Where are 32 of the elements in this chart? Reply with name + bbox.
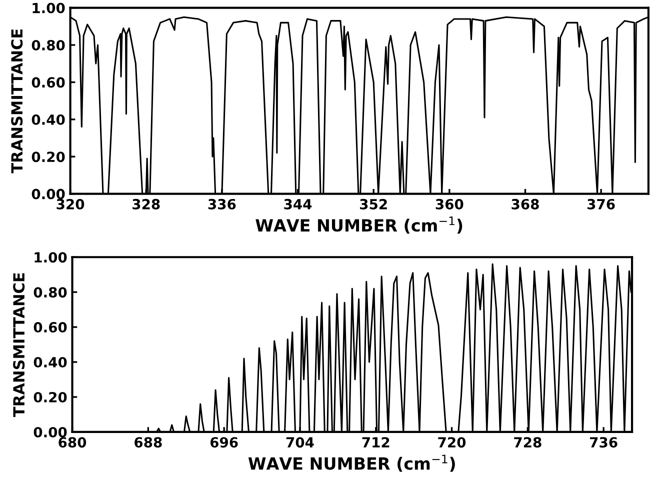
- y-tick-label: 0.20: [32, 152, 65, 162]
- x-tick-label: 688: [134, 437, 162, 448]
- y-tick-label: 0.00: [34, 426, 67, 438]
- y-tick-label: 0.60: [32, 77, 65, 88]
- x-axis-title: WAVE NUMBER (cm$^{−1}$): [248, 454, 455, 472]
- x-tick-label: 736: [590, 437, 618, 448]
- x-tick-label: 320: [56, 198, 84, 210]
- y-tick-label: 0.80: [32, 40, 65, 50]
- y-tick-label: 1.00: [32, 2, 65, 14]
- x-tick-label: 376: [588, 198, 615, 210]
- y-axis-title: TRANSMITTANCE: [11, 29, 23, 174]
- x-tick-label: 696: [210, 437, 238, 448]
- y-tick-label: 0.60: [34, 322, 67, 333]
- x-axis-title: WAVE NUMBER (cm$^{−1}$): [256, 216, 462, 234]
- y-tick-label: 0.80: [34, 287, 67, 298]
- x-tick-label: 368: [512, 198, 539, 210]
- x-tick-label: 728: [514, 437, 542, 448]
- x-tick-label: 360: [436, 198, 464, 210]
- y-tick-label: 1.00: [34, 252, 67, 263]
- y-tick-label: 0.40: [32, 114, 65, 125]
- x-tick-label: 352: [360, 198, 387, 210]
- x-tick-label: 328: [132, 198, 160, 210]
- y-tick-label: 0.40: [34, 357, 67, 368]
- x-tick-label: 344: [284, 198, 312, 210]
- x-tick-label: 680: [58, 437, 86, 448]
- x-tick-label: 720: [438, 437, 466, 448]
- y-tick-label: 0.20: [34, 392, 67, 402]
- x-tick-label: 712: [362, 437, 390, 448]
- y-tick-label: 0.00: [32, 188, 65, 200]
- x-tick-label: 704: [286, 437, 314, 448]
- x-tick-label: 336: [208, 198, 236, 210]
- y-axis-title: TRANSMITTANCE: [13, 273, 25, 417]
